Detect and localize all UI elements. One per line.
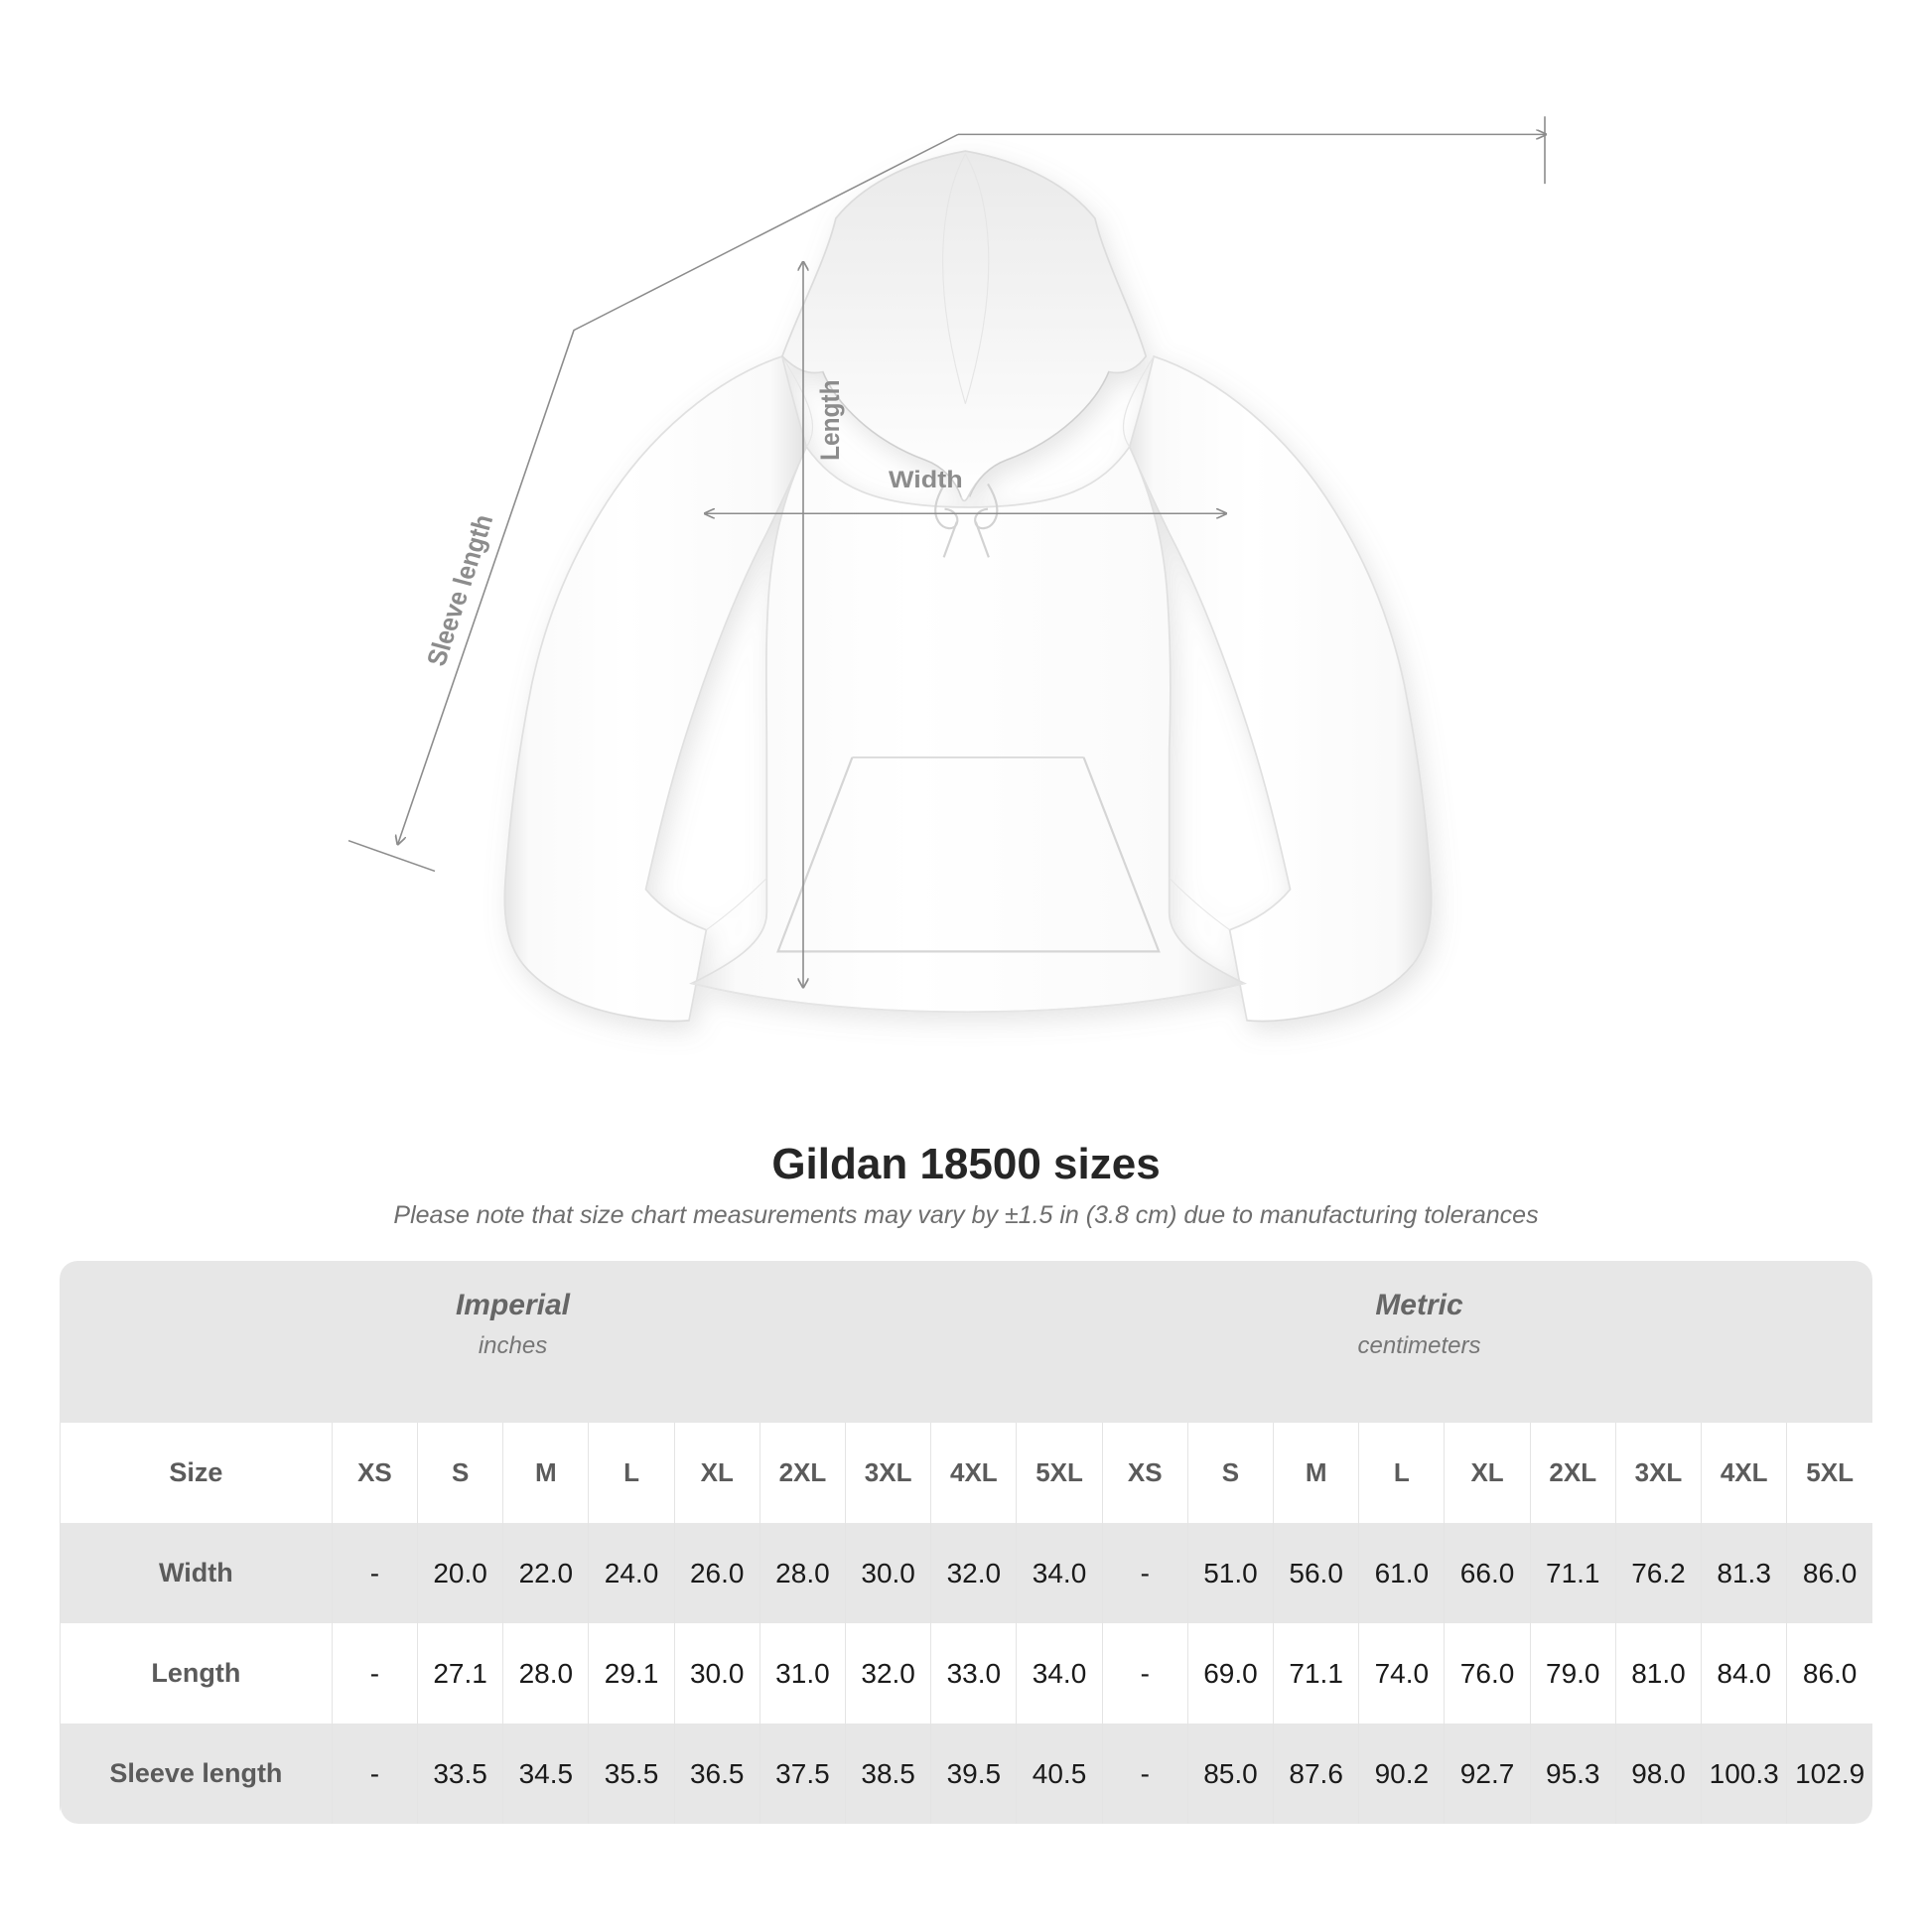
svg-text:Length: Length (816, 380, 845, 461)
svg-text:Sleeve length: Sleeve length (422, 512, 499, 670)
svg-text:Width: Width (889, 467, 963, 493)
